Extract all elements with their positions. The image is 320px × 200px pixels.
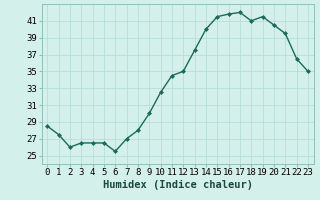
X-axis label: Humidex (Indice chaleur): Humidex (Indice chaleur) xyxy=(103,180,252,190)
